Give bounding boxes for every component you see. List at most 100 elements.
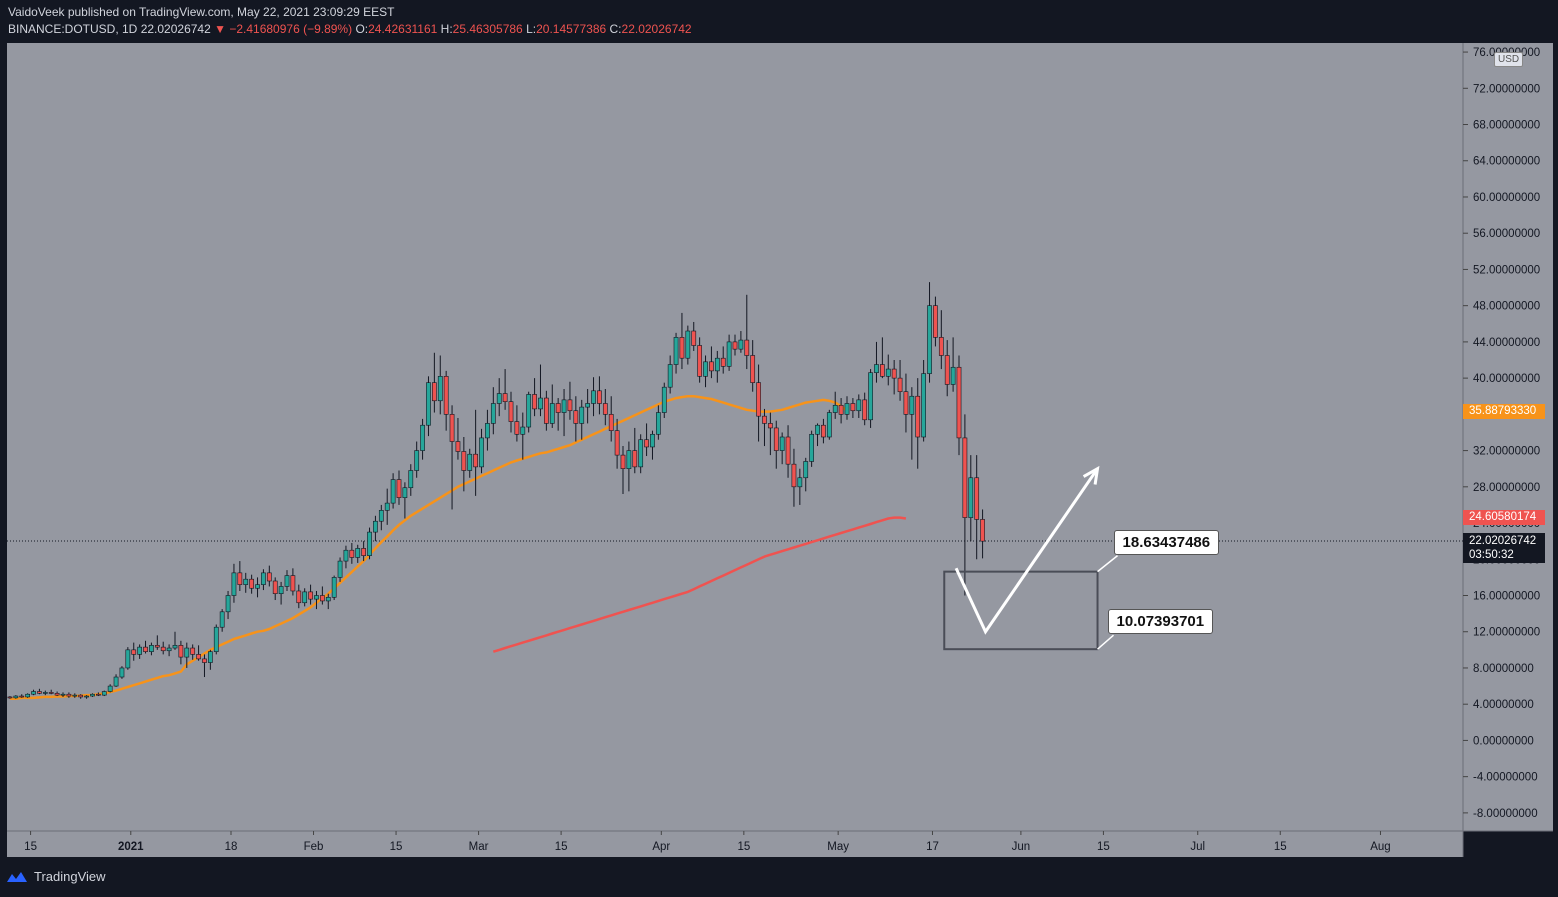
candle-body-up (927, 305, 932, 374)
candle (190, 644, 196, 660)
candle-body-up (921, 373, 926, 438)
candle-body-up (437, 376, 443, 402)
candle-body-up (278, 586, 284, 594)
candle (691, 321, 697, 351)
candle-body-down (308, 591, 313, 600)
plot-area[interactable] (7, 43, 1463, 831)
candle-body-down (555, 403, 561, 413)
candle-body-down (66, 693, 72, 697)
candle (367, 527, 372, 560)
candle (390, 473, 396, 509)
candle-body-up (31, 691, 36, 695)
candle (261, 569, 266, 591)
candle (355, 544, 361, 563)
footer-brand[interactable]: TradingView (6, 869, 106, 884)
candle-body-down (514, 421, 520, 435)
currency-badge[interactable]: USD (1494, 52, 1524, 67)
candle (225, 590, 231, 620)
candle (426, 376, 431, 437)
candle (826, 409, 832, 440)
candle-body-down (290, 575, 296, 592)
candle-body-down (679, 337, 685, 359)
candle-body-up (384, 502, 390, 511)
candle-body-down (891, 368, 897, 379)
candle-body-up (378, 510, 384, 522)
candle-body-down (597, 390, 602, 404)
candle-body-up (261, 572, 266, 585)
candle (608, 396, 614, 442)
candle-body-down (608, 414, 614, 431)
candle-body-up (390, 479, 396, 504)
candle (420, 418, 425, 460)
candle-body-up (626, 450, 632, 470)
time-tick-layer: 15 2021 18 Feb 15 Mar 15 Apr 15 May 17 Jun 15 Jul 15 Au… (24, 831, 1391, 853)
candle-body-up (119, 667, 125, 678)
time-axis[interactable] (7, 831, 1463, 857)
candle (42, 690, 48, 696)
candle (272, 577, 278, 601)
candle-body-down (709, 361, 714, 372)
candle (66, 692, 72, 698)
candle-body-up (832, 404, 838, 413)
candle-body-down (944, 355, 950, 385)
candle (249, 574, 254, 594)
candle-body-up (60, 693, 66, 696)
candle-body-down (897, 377, 903, 393)
candle-body-up (90, 693, 95, 697)
candle-body-down (791, 463, 797, 488)
price-tick-label: 12.00000000 (1473, 627, 1540, 639)
candle (172, 631, 178, 650)
candle (526, 391, 532, 433)
candle (850, 398, 856, 418)
candle (697, 337, 702, 383)
candle (343, 545, 349, 569)
candle (443, 370, 449, 431)
candle (96, 692, 101, 697)
candle (567, 381, 573, 420)
candle (208, 649, 213, 670)
candle (160, 641, 166, 655)
candle (520, 412, 526, 460)
candle (927, 282, 932, 383)
candle (614, 418, 620, 469)
candle-body-down (54, 693, 60, 696)
candle-body-down (938, 337, 944, 356)
candle (738, 331, 744, 353)
candle (479, 428, 484, 474)
price-tick-label: -4.00000000 (1473, 772, 1538, 784)
candle (290, 568, 296, 596)
candle-body-up (968, 477, 974, 518)
candle-body-up (125, 649, 131, 669)
candle-body-down (862, 399, 868, 421)
candle-body-up (420, 424, 425, 451)
price-axis[interactable] (1463, 43, 1553, 831)
time-tick-label: 2021 (118, 841, 144, 853)
candle (544, 390, 549, 431)
candle (785, 425, 791, 478)
candle (325, 593, 331, 610)
candle (490, 387, 496, 435)
close-label: C: (609, 22, 622, 36)
moving-average-layer (9, 394, 907, 701)
candle-body-down (567, 399, 573, 412)
candle (714, 350, 720, 383)
candle (838, 398, 844, 424)
candle (632, 427, 638, 474)
candle-body-down (190, 647, 196, 655)
time-tick-label: Apr (652, 841, 670, 853)
candle-body-up (184, 647, 190, 658)
price-tick-label: 0.00000000 (1473, 735, 1534, 747)
candle (538, 364, 543, 417)
change-value: ▼ −2.41680976 (−9.89%) (214, 22, 353, 36)
candle-body-down (956, 366, 962, 439)
candle (119, 666, 125, 679)
price-tick-label: 56.00000000 (1473, 228, 1540, 240)
candle-body-down (762, 415, 767, 424)
candle-body-up (685, 330, 691, 359)
candle (938, 310, 944, 370)
candle (815, 423, 820, 447)
candle-body-up (402, 487, 408, 498)
price-tick-label: 72.00000000 (1473, 83, 1540, 95)
candle-body-up (661, 386, 667, 413)
